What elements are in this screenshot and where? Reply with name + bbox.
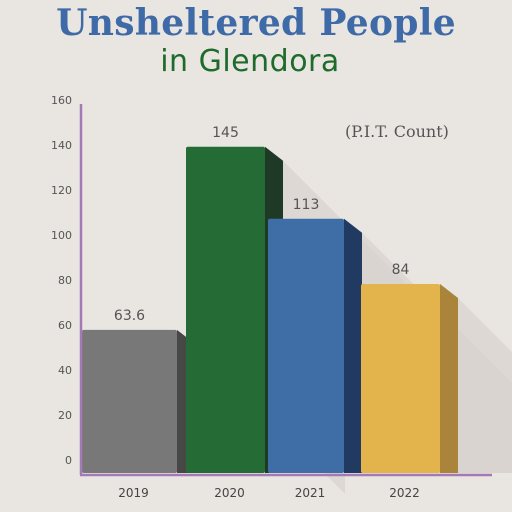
chart-annotation: (P.I.T. Count)	[345, 122, 449, 141]
bar-side	[344, 218, 362, 473]
chart-subtitle: in Glendora	[160, 44, 340, 79]
data-label: 84	[392, 262, 410, 278]
data-label: 113	[293, 197, 320, 213]
chart-title: Unsheltered People	[56, 2, 456, 44]
bar-shadow	[458, 298, 512, 473]
y-tick-label: 60	[58, 319, 72, 332]
y-tick-label: 100	[51, 229, 72, 242]
x-tick-label: 2020	[214, 486, 245, 500]
y-tick-label: 120	[51, 184, 72, 197]
bar	[268, 218, 344, 473]
y-tick-label: 80	[58, 274, 72, 287]
bar	[361, 284, 440, 473]
y-tick-label: 0	[65, 454, 72, 467]
y-tick-label: 40	[58, 364, 72, 377]
bar-side	[440, 284, 458, 473]
data-label: 63.6	[114, 308, 145, 324]
x-tick-label: 2021	[295, 486, 326, 500]
bar	[186, 146, 265, 473]
data-label: 145	[212, 125, 239, 141]
x-tick-label: 2019	[118, 486, 149, 500]
x-tick-label: 2022	[389, 486, 420, 500]
y-tick-label: 140	[51, 139, 72, 152]
bar	[82, 329, 177, 473]
y-tick-label: 160	[51, 94, 72, 107]
y-tick-label: 20	[58, 409, 72, 422]
